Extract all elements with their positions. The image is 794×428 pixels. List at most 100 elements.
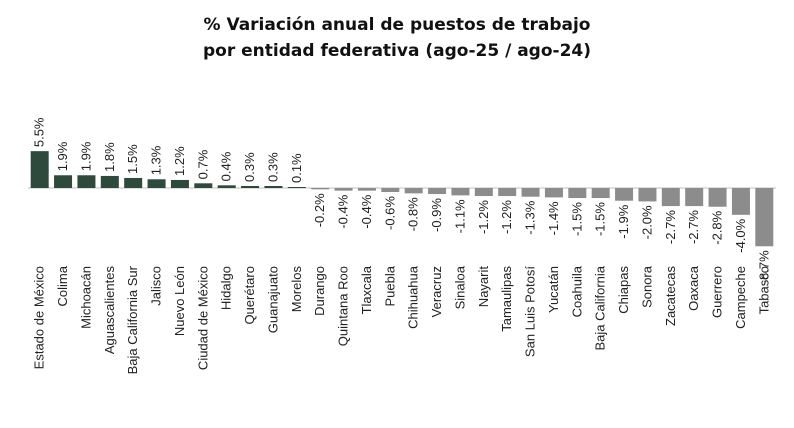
value-label-4: 1.5% [125, 144, 140, 174]
bar-24 [591, 188, 610, 199]
value-label-14: -0.4% [359, 194, 374, 228]
bar-17 [428, 188, 447, 195]
bar-18 [451, 188, 470, 196]
value-label-13: -0.4% [336, 194, 351, 228]
chart-title-line-2: por entidad federativa (ago-25 / ago-24) [202, 41, 592, 61]
bar-20 [498, 188, 517, 197]
category-label-14: Tlaxcala [359, 265, 374, 314]
value-label-16: -0.8% [406, 197, 421, 231]
value-label-0: 5.5% [32, 117, 47, 147]
chart-title: % Variación anual de puestos de trabajo … [0, 12, 794, 64]
category-label-8: Hidalgo [219, 266, 234, 310]
value-label-25: -1.9% [616, 204, 631, 238]
category-label-24: Baja California [593, 265, 608, 350]
value-label-22: -1.4% [546, 201, 561, 235]
category-label-0: Estado de México [32, 266, 47, 369]
value-label-18: -1.1% [452, 199, 467, 233]
value-labels-group: 5.5% 1.9% 1.9% 1.8% 1.5% 1.3% 1.2% 0.7% 0.4% 0.3%… [32, 117, 772, 284]
bar-27 [661, 188, 680, 207]
category-label-23: Coahuila [569, 265, 584, 317]
bar-3 [100, 175, 119, 188]
bar-10 [264, 185, 283, 188]
value-label-29: -2.8% [710, 210, 725, 244]
value-label-30: -4.0% [733, 218, 748, 252]
value-label-7: 0.7% [195, 149, 210, 179]
category-label-21: San Luis Potosí [523, 266, 538, 357]
category-label-7: Ciudad de México [195, 266, 210, 370]
value-label-28: -2.7% [686, 210, 701, 244]
category-label-18: Sinaloa [452, 265, 467, 309]
category-label-5: Jalisco [149, 266, 164, 306]
category-label-1: Colima [55, 265, 70, 306]
category-label-3: Aguascalientes [102, 266, 117, 355]
category-label-19: Nayarit [476, 266, 491, 308]
bar-6 [170, 179, 189, 188]
category-label-4: Baja California Sur [125, 265, 140, 374]
bar-22 [544, 188, 563, 198]
bar-13 [334, 188, 353, 191]
bar-9 [241, 185, 260, 188]
value-label-1: 1.9% [55, 141, 70, 171]
chart-title-line-1: % Variación anual de puestos de trabajo [203, 15, 591, 35]
value-label-2: 1.9% [78, 141, 93, 171]
category-label-20: Tamaulipas [499, 266, 514, 332]
bar-23 [568, 188, 587, 199]
value-label-31: -8.7% [756, 250, 771, 284]
bar-21 [521, 188, 540, 197]
value-label-27: -2.7% [663, 210, 678, 244]
bar-15 [381, 188, 400, 193]
bar-30 [731, 188, 750, 215]
category-label-27: Zacatecas [663, 266, 678, 326]
category-label-2: Michoacán [78, 266, 93, 329]
bar-1 [54, 175, 73, 188]
category-label-13: Quintana Roo [336, 266, 351, 346]
category-label-15: Puebla [382, 265, 397, 306]
value-label-26: -2.0% [639, 205, 654, 239]
bar-2 [77, 175, 96, 188]
category-label-12: Durango [312, 266, 327, 316]
value-label-21: -1.3% [523, 200, 538, 234]
category-label-31: Tabasco [756, 266, 771, 314]
bar-16 [404, 188, 423, 194]
category-label-6: Nuevo León [172, 266, 187, 336]
category-label-29: Guerrero [710, 266, 725, 318]
value-label-9: 0.3% [242, 152, 257, 182]
value-label-15: -0.6% [382, 196, 397, 230]
value-label-23: -1.5% [569, 202, 584, 236]
value-label-24: -1.5% [593, 202, 608, 236]
value-label-19: -1.2% [476, 200, 491, 234]
value-label-12: -0.2% [312, 193, 327, 227]
bar-25 [615, 188, 634, 201]
bar-26 [638, 188, 657, 202]
bar-19 [474, 188, 493, 197]
value-label-20: -1.2% [499, 200, 514, 234]
value-label-11: 0.1% [289, 153, 304, 183]
value-label-6: 1.2% [172, 146, 187, 176]
category-label-17: Veracruz [429, 266, 444, 317]
bar-31 [755, 188, 774, 247]
category-label-28: Oaxaca [686, 265, 701, 311]
bar-4 [124, 177, 143, 188]
bars-group [30, 151, 774, 247]
category-label-16: Chihuahua [406, 265, 421, 329]
value-label-8: 0.4% [219, 151, 234, 181]
category-label-25: Chiapas [616, 266, 631, 314]
bar-0 [30, 151, 49, 188]
bar-12 [311, 188, 330, 190]
category-label-30: Campeche [733, 266, 748, 329]
bar-7 [194, 183, 213, 188]
bar-14 [357, 188, 376, 191]
bar-8 [217, 185, 236, 188]
bar-5 [147, 179, 166, 188]
category-label-26: Sonora [639, 265, 654, 308]
category-label-22: Yucatán [546, 266, 561, 313]
category-label-10: Guanajuato [265, 266, 280, 333]
bar-11 [287, 187, 306, 188]
bar-29 [708, 188, 727, 207]
value-label-17: -0.9% [429, 198, 444, 232]
category-labels-group: Estado de México Colima Michoacán Aguascali… [32, 265, 772, 374]
category-label-9: Querétaro [242, 266, 257, 325]
bar-28 [685, 188, 704, 207]
value-label-3: 1.8% [102, 142, 117, 172]
